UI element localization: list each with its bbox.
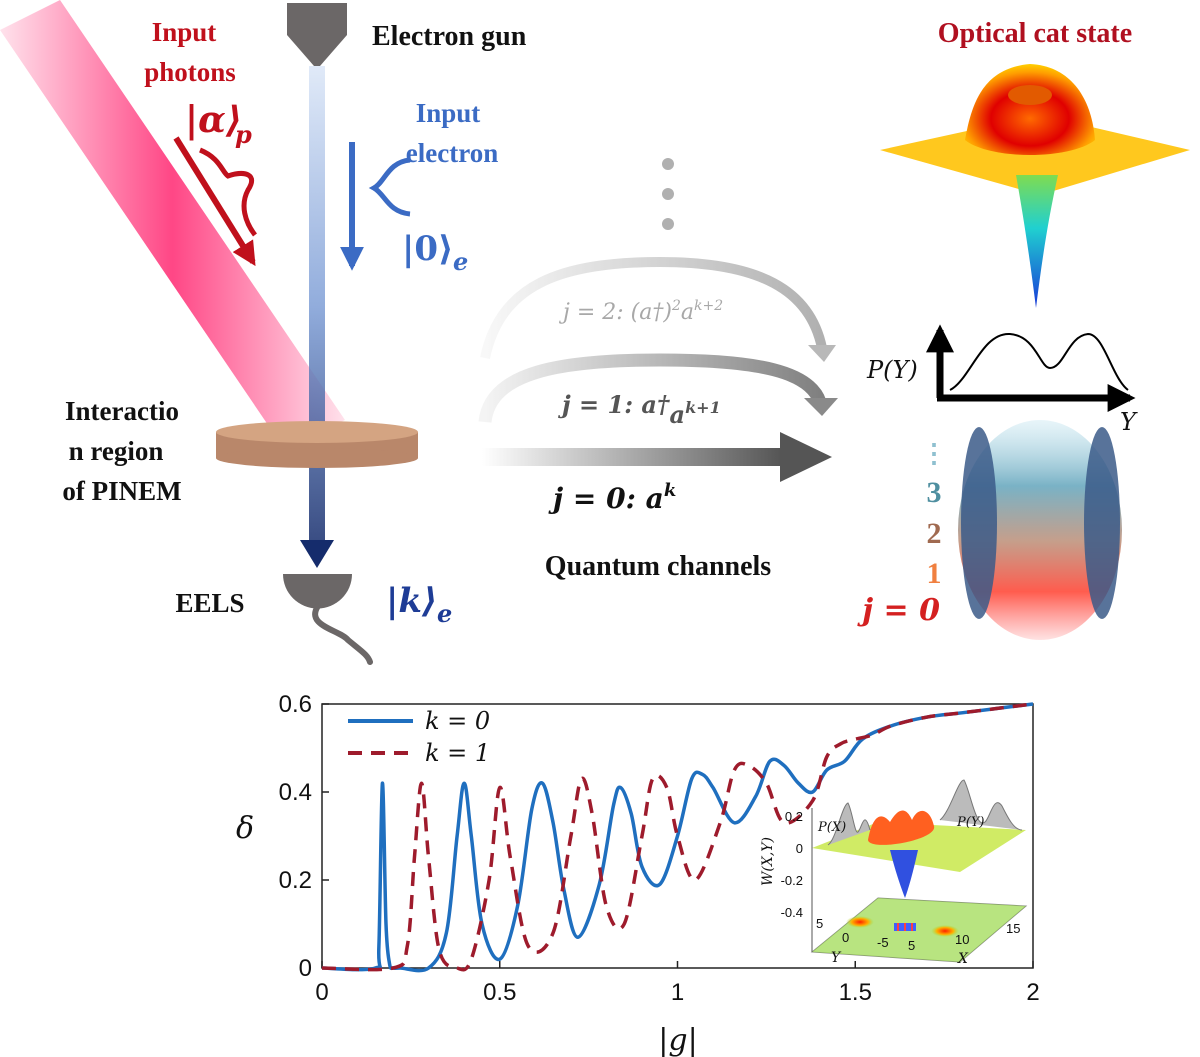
x-tick-label: 0 bbox=[315, 979, 328, 1006]
py-axis-label: P(Y) bbox=[866, 356, 918, 384]
output-ket: |k⟩ bbox=[386, 581, 437, 621]
legend: k = 0 k = 1 bbox=[336, 707, 504, 776]
y-axis-label: Y bbox=[1120, 408, 1138, 436]
inset-xlabel: X bbox=[957, 951, 969, 967]
electron-beam-arrowhead bbox=[300, 540, 334, 568]
photon-arrow bbox=[173, 136, 256, 267]
channel-j2-op: (a†) bbox=[631, 300, 672, 325]
y-tick-label: 0 bbox=[299, 955, 312, 982]
eels-label: EELS bbox=[175, 588, 244, 618]
channel-j0-op-sup: k bbox=[664, 480, 676, 501]
inset-wigner-plot: W(X,Y) 0.2 0 -0.2 -0.4 P(X) P(Y) 5 0 Y -… bbox=[760, 779, 1028, 967]
channel-j1-j: j = 1: bbox=[558, 390, 633, 419]
y-tick-label: 0.2 bbox=[279, 867, 312, 894]
interaction-label-2: n region bbox=[69, 436, 164, 466]
inset-xtick-3: 15 bbox=[1006, 921, 1020, 936]
x-tick-label: 0.5 bbox=[483, 979, 516, 1006]
channel-j0-j: j = 0: bbox=[548, 482, 636, 515]
input-electron-ket: |0⟩ bbox=[402, 229, 454, 269]
channel-j0-arrow bbox=[482, 448, 782, 466]
series-k1-line bbox=[321, 702, 1034, 972]
py-plot bbox=[926, 324, 1136, 412]
electron-beam bbox=[309, 66, 325, 546]
channel-j2-op-sup: 2 bbox=[671, 298, 681, 314]
channel-j2-op2: a bbox=[681, 300, 694, 325]
j-level-2: 2 bbox=[927, 517, 942, 550]
channel-j1-op2: a bbox=[670, 400, 686, 429]
input-electron-label-1: Input bbox=[416, 98, 481, 128]
input-photons-label-1: Input bbox=[152, 17, 217, 47]
channel-j1-op: a† bbox=[641, 390, 670, 419]
eels-cable bbox=[312, 603, 373, 665]
inset-zlabel: W(X,Y) bbox=[760, 837, 776, 886]
series-group bbox=[321, 702, 1034, 973]
interaction-label-1: Interactio bbox=[65, 396, 179, 426]
inset-ytick-1: 0 bbox=[842, 930, 849, 945]
quantum-channels-label: Quantum channels bbox=[545, 551, 771, 582]
delta-vs-g-chart: 0 0.5 1 1.5 2 0 0.2 0.4 0.6 k = 0 k = 1 δ |g| bbox=[236, 691, 1040, 1057]
j-level-1: 1 bbox=[927, 557, 942, 590]
photon-wavepacket bbox=[198, 147, 258, 237]
wigner-surface-plot bbox=[880, 64, 1190, 308]
x-tick-label: 1.5 bbox=[839, 979, 872, 1006]
j-level-dots: ⋮ bbox=[921, 439, 947, 468]
inset-ztick-2: -0.2 bbox=[781, 873, 803, 888]
channel-j2-label: j = 2: (a†)2ak+2 bbox=[558, 298, 723, 325]
inset-xtick-2: 10 bbox=[955, 932, 969, 947]
eels-detector-icon bbox=[283, 574, 352, 609]
inset-ztick-3: -0.4 bbox=[781, 905, 803, 920]
optical-cat-state-title: Optical cat state bbox=[938, 18, 1132, 49]
channel-j1-op2-sup: k+1 bbox=[685, 398, 721, 417]
interaction-label-3: of PINEM bbox=[62, 476, 181, 506]
inset-ylabel2: Y bbox=[831, 950, 842, 966]
inset-xtick-0: -5 bbox=[877, 935, 889, 950]
svg-text:j = 1: a†ak+1: j = 1: a†ak+1 bbox=[558, 390, 721, 429]
channel-j2-arrow bbox=[480, 256, 827, 360]
electron-gun-label: Electron gun bbox=[372, 21, 527, 52]
j-level-0: j = 0 bbox=[857, 593, 940, 628]
input-electron-label-2: electron bbox=[406, 138, 498, 168]
svg-text:j = 2: (a†)2ak+2: j = 2: (a†)2ak+2 bbox=[558, 298, 723, 325]
axis-ticks: 0 0.5 1 1.5 2 0 0.2 0.4 0.6 bbox=[279, 691, 1040, 1006]
channel-j0-arrowhead bbox=[780, 432, 832, 482]
x-tick-label: 2 bbox=[1026, 979, 1039, 1006]
x-tick-label: 1 bbox=[671, 979, 684, 1006]
channel-j2-op2-sup: k+2 bbox=[694, 298, 723, 314]
inset-px-label: P(X) bbox=[817, 820, 846, 835]
inset-xtick-1: 5 bbox=[908, 938, 915, 953]
input-photons-label-2: photons bbox=[144, 57, 236, 87]
channel-j1-arrowhead bbox=[804, 398, 838, 416]
j-level-3: 3 bbox=[927, 476, 942, 509]
inset-py-label: P(Y) bbox=[956, 815, 984, 830]
input-electron-ket-sub: e bbox=[453, 247, 468, 276]
legend-k0-label: k = 0 bbox=[425, 707, 490, 735]
laser-beam bbox=[0, 0, 345, 450]
input-photons-ket: |α⟩ bbox=[185, 99, 242, 141]
legend-k1-label: k = 1 bbox=[425, 739, 490, 767]
svg-text:j = 0: ak: j = 0: ak bbox=[548, 480, 676, 515]
inset-ytick-0: 5 bbox=[816, 916, 823, 931]
y-tick-label: 0.6 bbox=[279, 691, 312, 718]
channel-j1-label: j = 1: a†ak+1 bbox=[558, 390, 721, 429]
inset-ztick-1: 0 bbox=[796, 841, 803, 856]
cat-state-blob bbox=[958, 420, 1122, 640]
channel-j1-arrow bbox=[478, 353, 827, 424]
channel-j0-label: j = 0: ak bbox=[548, 480, 676, 515]
y-axis-title: δ bbox=[236, 811, 254, 846]
electron-gun-icon bbox=[287, 3, 347, 66]
y-tick-label: 0.4 bbox=[279, 779, 312, 806]
x-axis-title: |g| bbox=[658, 1023, 697, 1057]
electron-wavepacket bbox=[368, 157, 411, 217]
output-ket-sub: e bbox=[437, 599, 452, 628]
vertical-dots bbox=[662, 158, 674, 230]
interaction-plate bbox=[216, 421, 418, 468]
channel-j2-arrowhead bbox=[808, 345, 836, 362]
channel-j0-op: a bbox=[646, 482, 664, 515]
inset-ztick-0: 0.2 bbox=[785, 809, 803, 824]
input-photons-ket-sub: p bbox=[235, 120, 252, 149]
channel-j2-j: j = 2: bbox=[558, 300, 624, 325]
